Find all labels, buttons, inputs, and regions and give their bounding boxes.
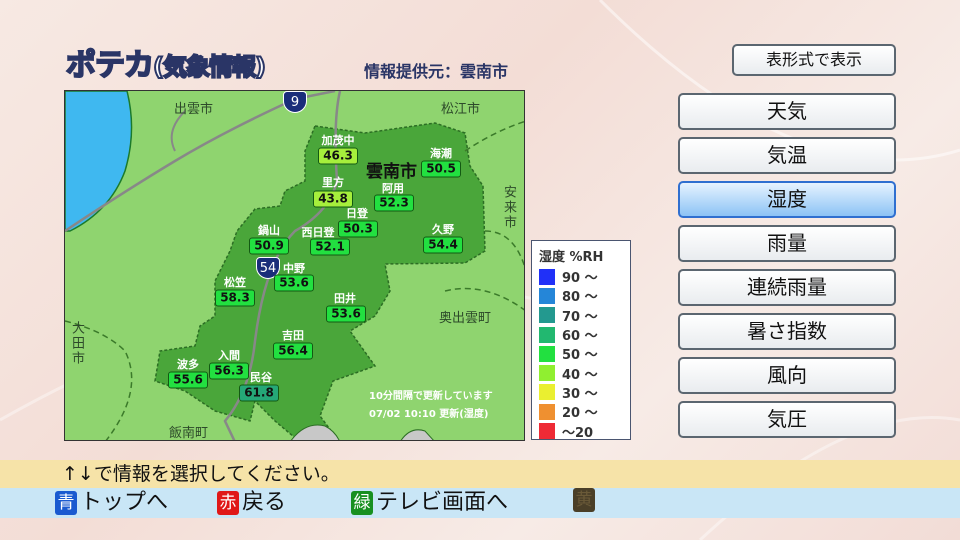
menu-item-7[interactable]: 気圧 xyxy=(678,401,896,438)
station-value: 52.1 xyxy=(310,238,350,256)
legend-swatch xyxy=(539,326,555,343)
station-name: 加茂中 xyxy=(321,134,355,147)
station-value: 50.3 xyxy=(338,220,378,238)
route-54-icon: 54 xyxy=(256,257,280,279)
menu-item-5[interactable]: 暑さ指数 xyxy=(678,313,896,350)
legend-item: 90 〜 xyxy=(539,267,630,286)
legend-title: 湿度 %RH xyxy=(539,250,604,265)
legend-label: 20 〜 xyxy=(562,406,598,422)
color-key-bar: 青トップへ 赤戻る 緑テレビ画面へ 黄 xyxy=(0,488,960,518)
legend-item: 70 〜 xyxy=(539,306,630,325)
legend-label: 60 〜 xyxy=(562,329,598,345)
road xyxy=(170,110,186,152)
legend-item: 30 〜 xyxy=(539,383,630,402)
station-name: 海潮 xyxy=(430,147,452,160)
legend-swatch xyxy=(539,345,555,362)
legend: 湿度 %RH 90 〜 80 〜 70 〜 60 〜 50 〜 40 〜 30 〜 20 〜〜… xyxy=(531,240,631,441)
legend-label: 90 〜 xyxy=(562,271,598,287)
station-value: 46.3 xyxy=(318,147,358,165)
green-key-icon: 緑 xyxy=(351,491,373,515)
legend-swatch xyxy=(539,423,555,440)
lake xyxy=(65,91,133,232)
update-note: 10分間隔で更新しています xyxy=(369,391,493,402)
station-name: 波多 xyxy=(177,358,199,371)
page-title: ポテカ(気象情報) xyxy=(65,47,267,84)
station-name: 里方 xyxy=(322,176,344,189)
legend-label: 70 〜 xyxy=(562,309,598,325)
station-name: 民谷 xyxy=(250,371,272,384)
legend-item: 40 〜 xyxy=(539,363,630,383)
update-time: 07/02 10:10 更新(湿度) xyxy=(369,409,489,420)
station-name: 鍋山 xyxy=(258,224,280,237)
menu-item-3[interactable]: 雨量 xyxy=(678,225,896,262)
legend-swatch xyxy=(539,365,555,382)
menu-item-2[interactable]: 湿度 xyxy=(678,181,896,218)
yellow-key-disabled: 黄 xyxy=(573,488,598,512)
legend-swatch xyxy=(539,268,555,285)
green-key-tv[interactable]: 緑テレビ画面へ xyxy=(351,488,508,518)
legend-swatch xyxy=(539,403,555,420)
provider-label: 情報提供元：雲南市 xyxy=(364,62,509,81)
menu-item-4[interactable]: 連続雨量 xyxy=(678,269,896,306)
route-9-icon: 9 xyxy=(283,91,307,113)
menu-item-6[interactable]: 風向 xyxy=(678,357,896,394)
station-name: 西日登 xyxy=(301,226,335,239)
legend-item: 20 〜 xyxy=(539,402,630,421)
legend-item: 80 〜 xyxy=(539,286,630,305)
station-value: 54.4 xyxy=(423,236,463,254)
legend-swatch xyxy=(539,287,555,304)
legend-item: 60 〜 xyxy=(539,325,630,344)
legend-label: 〜20 xyxy=(562,425,594,441)
station-value: 50.5 xyxy=(421,160,461,178)
legend-swatch xyxy=(539,307,555,324)
gray-area xyxy=(290,424,434,440)
station-value: 43.8 xyxy=(313,190,353,208)
station-name: 阿用 xyxy=(382,182,404,195)
station-value: 53.6 xyxy=(274,274,314,292)
station-name: 田井 xyxy=(334,292,356,305)
table-view-button[interactable]: 表形式で表示 xyxy=(732,44,896,76)
station-name: 久野 xyxy=(432,223,454,236)
boundary xyxy=(65,120,524,440)
station-name: 中野 xyxy=(283,262,305,275)
place-unnan: 雲南市 xyxy=(366,162,417,182)
station-value: 56.4 xyxy=(273,342,313,360)
station-name: 吉田 xyxy=(282,329,304,342)
legend-label: 50 〜 xyxy=(562,348,598,364)
station-name: 松笠 xyxy=(224,276,246,289)
legend-label: 40 〜 xyxy=(562,367,598,383)
station-value: 55.6 xyxy=(168,371,208,389)
red-key-icon: 赤 xyxy=(217,491,239,515)
hint-bar: ↑↓で情報を選択してください。 xyxy=(0,460,960,488)
place-okuizumo: 奥出雲町 xyxy=(439,311,492,326)
place-matsue: 松江市 xyxy=(441,102,481,117)
yellow-key-icon: 黄 xyxy=(573,488,595,512)
legend-label: 80 〜 xyxy=(562,290,598,306)
station-value: 50.9 xyxy=(249,237,289,255)
place-izumo: 出雲市 xyxy=(174,102,214,117)
menu-item-0[interactable]: 天気 xyxy=(678,93,896,130)
legend-item: 〜20 xyxy=(539,421,630,441)
blue-key-top[interactable]: 青トップへ xyxy=(55,488,168,518)
station-value: 58.3 xyxy=(215,289,255,307)
station-value: 53.6 xyxy=(326,305,366,323)
place-yasugi: 安来市 xyxy=(501,185,516,230)
red-key-back[interactable]: 赤戻る xyxy=(217,488,286,518)
legend-item: 50 〜 xyxy=(539,344,630,363)
legend-swatch xyxy=(539,384,555,401)
place-iinan: 飯南町 xyxy=(169,426,209,441)
blue-key-icon: 青 xyxy=(55,491,77,515)
menu-item-1[interactable]: 気温 xyxy=(678,137,896,174)
road xyxy=(65,91,336,233)
legend-label: 30 〜 xyxy=(562,386,598,402)
station-name: 入間 xyxy=(218,349,240,362)
place-oda: 大田市 xyxy=(69,321,84,366)
humidity-map: 出雲市 松江市 安来市 奥出雲町 大田市 飯南町 雲南市 9 54 加茂中 46.… xyxy=(64,90,525,441)
station-value: 52.3 xyxy=(374,194,414,212)
station-value: 61.8 xyxy=(239,384,279,402)
station-value: 56.3 xyxy=(209,362,249,380)
station-name: 日登 xyxy=(346,207,368,220)
